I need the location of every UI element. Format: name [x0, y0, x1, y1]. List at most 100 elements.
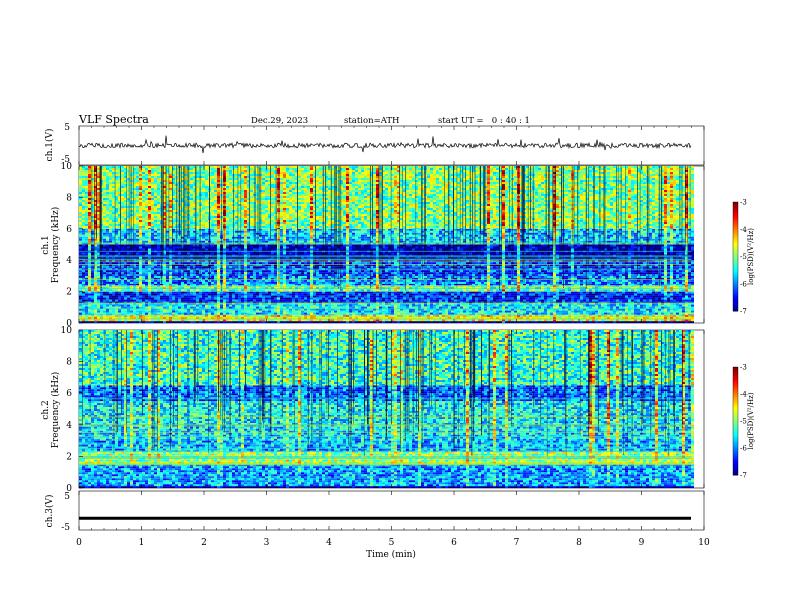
spectrogram-cell: [88, 315, 91, 318]
spectrogram-cell: [286, 310, 289, 313]
spectrogram-cell: [559, 308, 562, 311]
spectrogram-cell: [673, 291, 676, 294]
spectrogram-cell: [346, 293, 349, 296]
spectrogram-cell: [529, 306, 532, 309]
spectrogram-cell: [91, 295, 94, 298]
spectrogram-cell: [415, 304, 418, 307]
spectrogram-cell: [202, 289, 205, 292]
spectrogram-cell: [655, 277, 658, 280]
spectrogram-cell: [370, 289, 373, 292]
spectrogram-cell: [379, 295, 382, 298]
spectrogram-cell: [115, 289, 118, 292]
spectrogram-cell: [433, 295, 436, 298]
spectrogram-cell: [253, 304, 256, 307]
spectrogram-cell: [202, 306, 205, 309]
spectrogram-cell: [610, 291, 613, 294]
spectrogram-cell: [241, 317, 244, 320]
spectrogram-cell: [283, 279, 286, 282]
spectrogram-cell: [451, 277, 454, 280]
spectrogram-cell: [691, 299, 694, 302]
spectrogram-cell: [466, 315, 469, 318]
spectrogram-cell: [598, 315, 601, 318]
spectrogram-cell: [358, 308, 361, 311]
spectrogram-cell: [145, 291, 148, 294]
spectrogram-cell: [601, 289, 604, 292]
spectrogram-cell: [643, 293, 646, 296]
spectrogram-cell: [622, 317, 625, 320]
spectrogram-cell: [298, 297, 301, 300]
spectrogram-cell: [592, 310, 595, 313]
spectrogram-cell: [334, 304, 337, 307]
spectrogram-cell: [328, 275, 331, 278]
spectrogram-cell: [412, 275, 415, 278]
spectrogram-cell: [313, 301, 316, 303]
spectrogram-cell: [118, 301, 121, 303]
spectrogram-cell: [424, 310, 427, 313]
spectrogram-cell: [538, 277, 541, 280]
spectrogram-cell: [247, 321, 250, 323]
spectrogram-cell: [139, 299, 142, 302]
spectrogram-cell: [421, 321, 424, 323]
spectrogram-cell: [124, 299, 127, 302]
spectrogram-cell: [592, 297, 595, 300]
spectrogram-cell: [583, 310, 586, 313]
spectrogram-cell: [436, 299, 439, 302]
spectrogram-cell: [400, 293, 403, 296]
spectrogram-cell: [565, 304, 568, 307]
spectrogram-cell: [106, 293, 109, 296]
spectrogram-cell: [139, 301, 142, 303]
spectrogram-cell: [502, 314, 505, 316]
spectrogram-cell: [571, 291, 574, 294]
spectrogram-cell: [229, 319, 232, 322]
spectrogram-cell: [136, 304, 139, 307]
spectrogram-cell: [100, 301, 103, 303]
spectrogram-cell: [370, 304, 373, 307]
spectrogram-cell: [145, 310, 148, 313]
spectrogram-cell: [628, 277, 631, 280]
spectrogram-cell: [592, 279, 595, 282]
spectrogram-cell: [601, 310, 604, 313]
spectrogram-cell: [205, 275, 208, 278]
spectrogram-cell: [352, 310, 355, 313]
spectrogram-cell: [226, 306, 229, 309]
spectrogram-cell: [415, 295, 418, 298]
spectrogram-cell: [625, 315, 628, 318]
spectrogram-cell: [391, 299, 394, 302]
spectrogram-cell: [289, 289, 292, 292]
spectrogram-cell: [520, 293, 523, 296]
spectrogram-cell: [235, 295, 238, 298]
spectrogram-cell: [355, 308, 358, 311]
spectrogram-cell: [337, 291, 340, 294]
spectrogram-cell: [268, 291, 271, 294]
spectrogram-cell: [496, 299, 499, 302]
spectrogram-cell: [334, 315, 337, 318]
spectrogram-cell: [391, 277, 394, 280]
spectrogram-cell: [361, 291, 364, 294]
spectrogram-cell: [346, 317, 349, 320]
spectrogram-cell: [229, 297, 232, 300]
spectrogram-cell: [307, 279, 310, 282]
spectrogram-cell: [292, 299, 295, 302]
spectrogram-cell: [448, 275, 451, 278]
spectrogram-cell: [616, 299, 619, 302]
spectrogram-cell: [121, 301, 124, 303]
spectrogram-cell: [277, 301, 280, 303]
spectrogram-cell: [433, 319, 436, 322]
spectrogram-cell: [457, 306, 460, 309]
spectrogram-cell: [85, 301, 88, 303]
spectrogram-cell: [511, 310, 514, 313]
spectrogram-cell: [667, 315, 670, 318]
spectrogram-cell: [109, 289, 112, 292]
spectrogram-cell: [646, 301, 649, 303]
spectrogram-cell: [151, 314, 154, 316]
spectrogram-cell: [304, 306, 307, 309]
spectrogram-cell: [334, 291, 337, 294]
spectrogram-cell: [364, 306, 367, 309]
spectrogram-cell: [427, 293, 430, 296]
spectrogram-cell: [532, 295, 535, 298]
spectrogram-cell: [448, 321, 451, 323]
spectrogram-cell: [154, 314, 157, 316]
spectrogram-cell: [604, 315, 607, 318]
spectrogram-cell: [232, 281, 235, 284]
spectrogram-cell: [442, 308, 445, 311]
